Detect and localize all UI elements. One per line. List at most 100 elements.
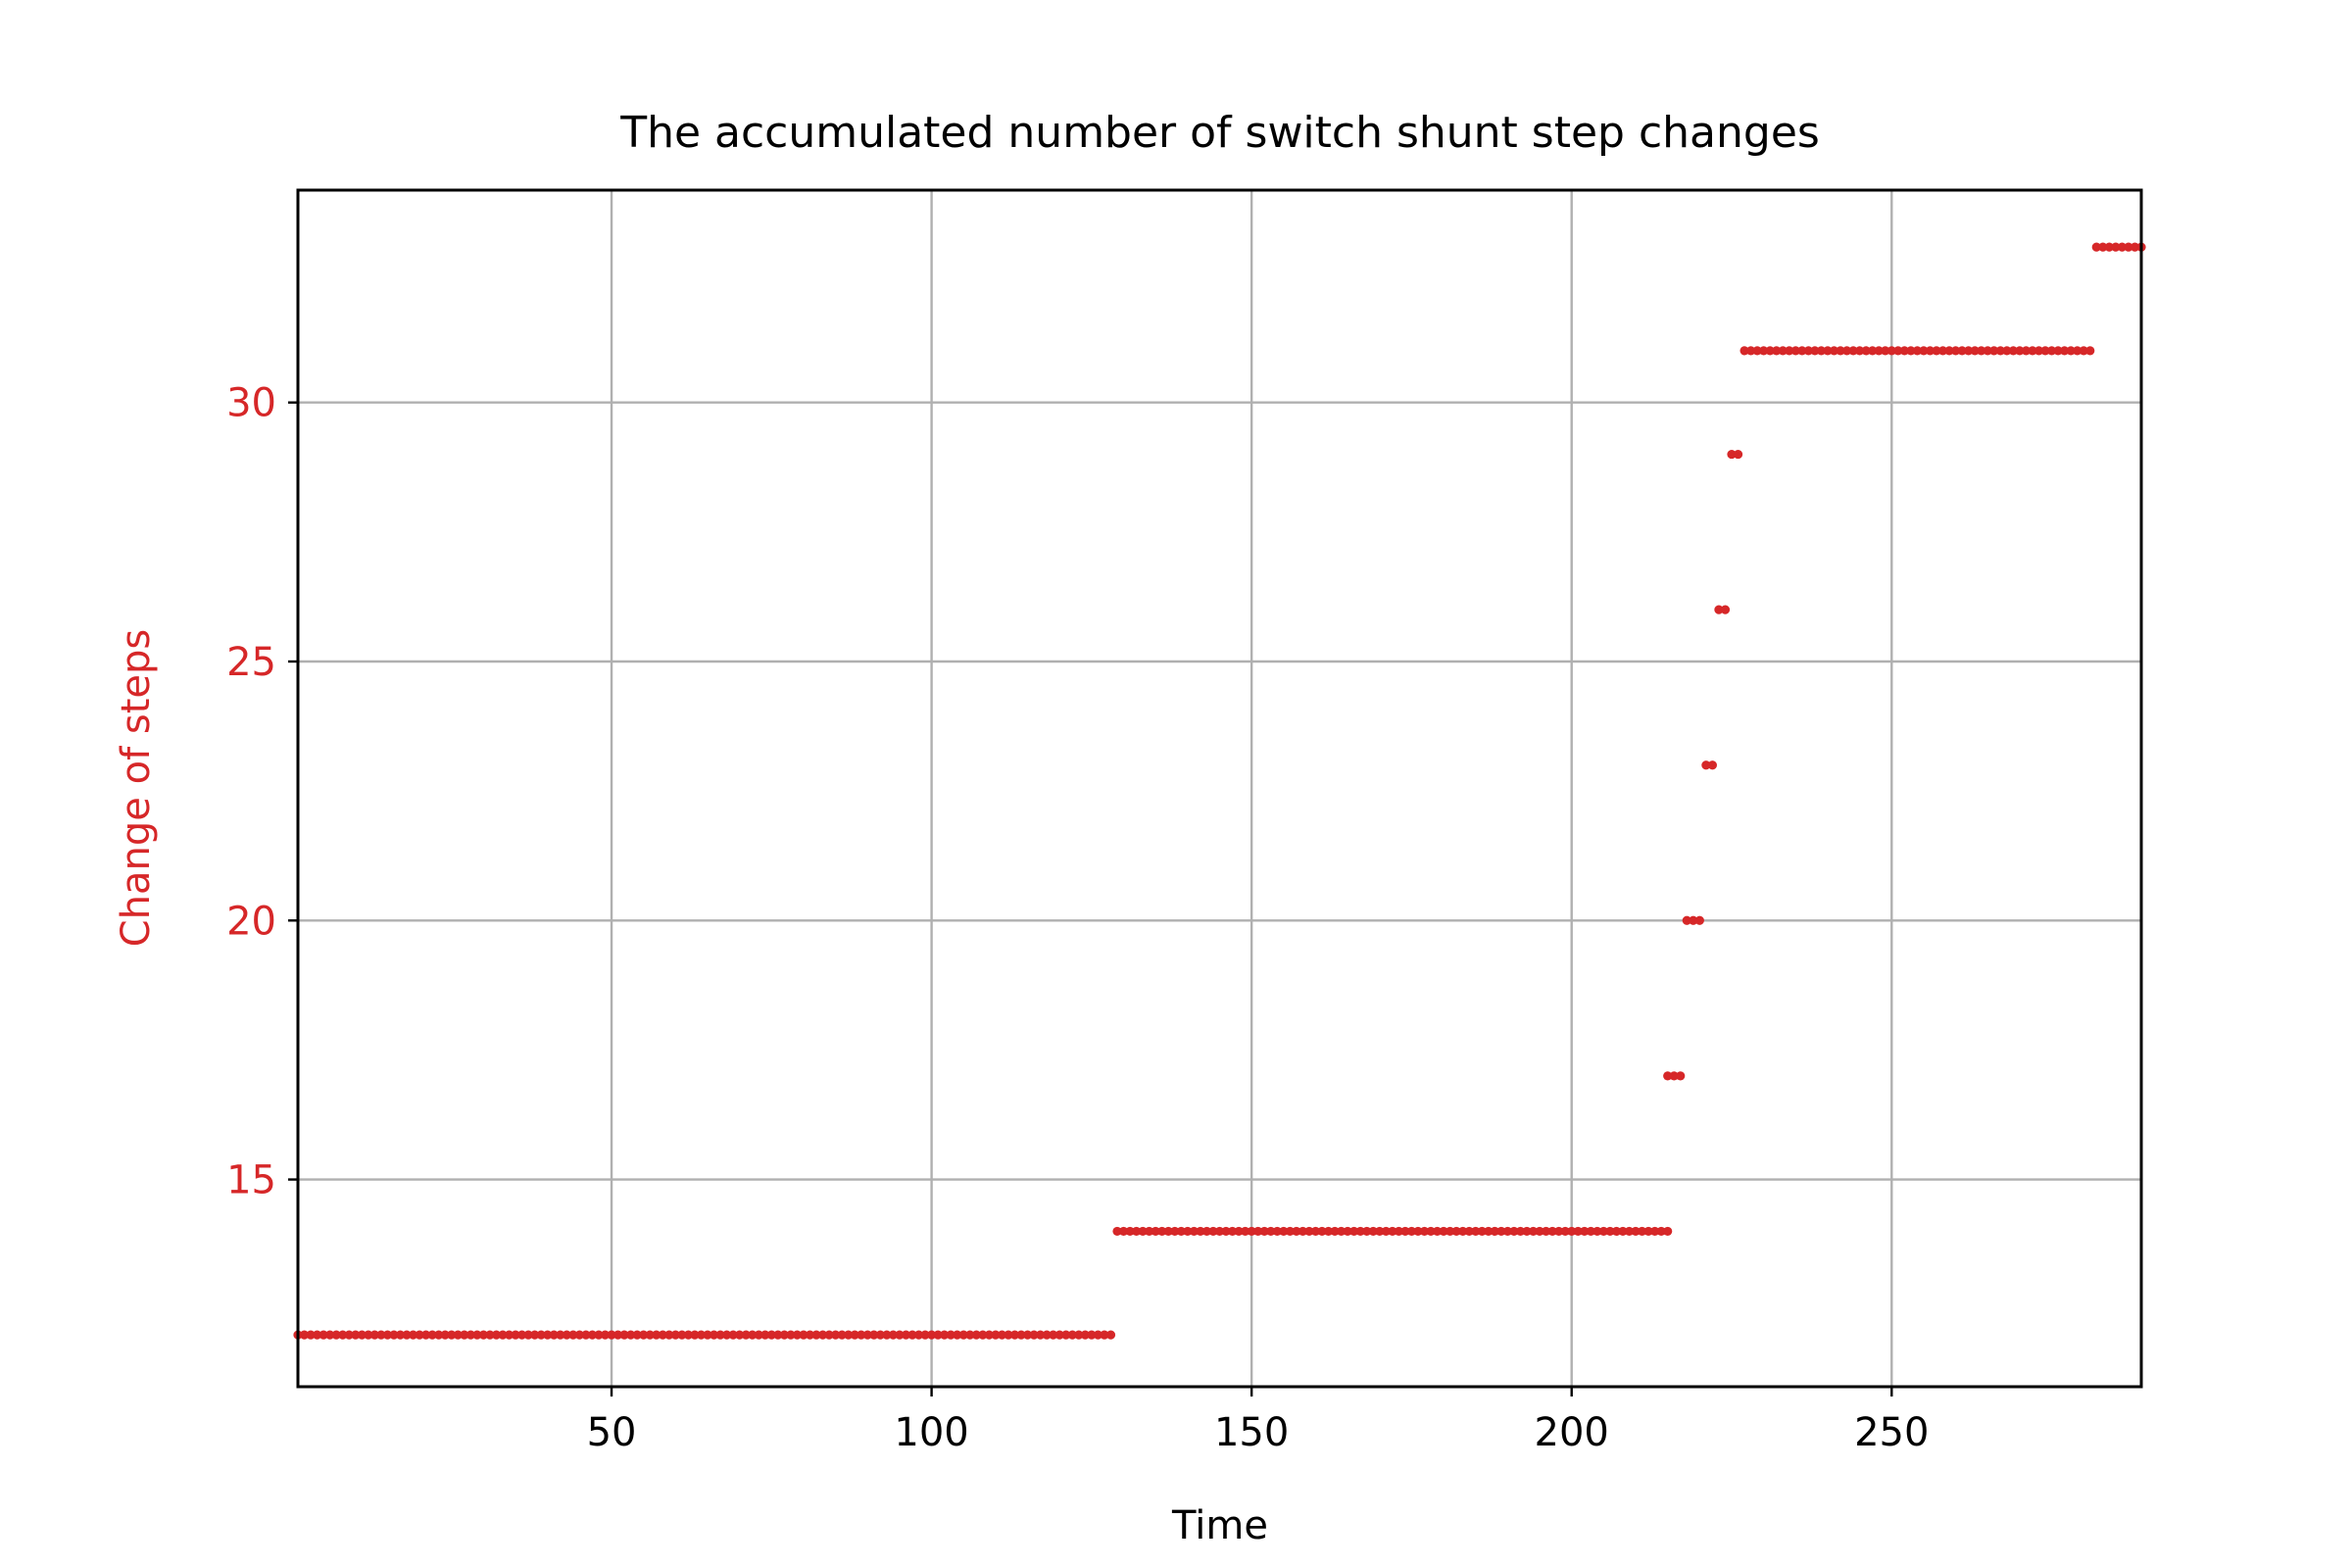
data-point — [1810, 346, 1820, 356]
data-point — [1317, 1226, 1327, 1237]
data-point — [1061, 1330, 1071, 1340]
data-point — [2034, 346, 2044, 356]
data-point — [504, 1330, 514, 1340]
data-point — [1375, 1226, 1385, 1237]
data-point — [1196, 1226, 1205, 1237]
data-point — [1522, 1226, 1532, 1237]
data-point — [1893, 346, 1903, 356]
data-point — [2117, 242, 2128, 252]
data-point — [1221, 1226, 1231, 1237]
data-point — [466, 1330, 475, 1340]
data-point — [1272, 1226, 1282, 1237]
data-point — [882, 1330, 892, 1340]
data-point — [913, 1330, 924, 1340]
data-point — [389, 1330, 399, 1340]
data-point — [741, 1330, 751, 1340]
data-point — [817, 1330, 828, 1340]
data-point — [1727, 449, 1737, 460]
data-point — [395, 1330, 406, 1340]
data-point — [1214, 1226, 1225, 1237]
data-point — [1983, 346, 1992, 356]
data-point — [1919, 346, 1929, 356]
data-point — [1036, 1330, 1046, 1340]
data-point — [1720, 605, 1731, 614]
y-tick-label: 15 — [226, 1158, 276, 1203]
plot-frame — [296, 188, 2143, 1389]
data-point — [869, 1330, 879, 1340]
x-tick-label: 150 — [1214, 1410, 1289, 1455]
data-point — [1241, 1226, 1250, 1237]
data-point — [2098, 242, 2108, 252]
data-point — [1586, 1226, 1595, 1237]
data-point — [1279, 1226, 1289, 1237]
data-point — [581, 1330, 591, 1340]
data-point — [1682, 915, 1691, 925]
data-point — [875, 1330, 885, 1340]
data-point — [1829, 346, 1839, 356]
data-point — [1349, 1226, 1359, 1237]
data-point — [612, 1330, 623, 1340]
data-point — [1471, 1226, 1481, 1237]
data-point — [786, 1330, 796, 1340]
data-point — [1163, 1226, 1173, 1237]
data-point — [447, 1330, 457, 1340]
data-point — [1176, 1226, 1186, 1237]
data-point — [408, 1330, 418, 1340]
data-point — [1714, 605, 1724, 614]
data-point — [748, 1330, 758, 1340]
data-point — [946, 1330, 956, 1340]
data-point — [369, 1330, 379, 1340]
data-point — [1446, 1226, 1455, 1237]
data-point — [1567, 1226, 1577, 1237]
data-point — [1100, 1330, 1109, 1340]
data-point — [1125, 1226, 1135, 1237]
data-point — [2060, 346, 2070, 356]
data-point — [453, 1330, 463, 1340]
x-tick-label: 100 — [894, 1410, 968, 1455]
data-point — [1381, 1226, 1391, 1237]
data-point — [1304, 1226, 1314, 1237]
data-point — [1419, 1226, 1430, 1237]
data-point — [1266, 1226, 1276, 1237]
data-point — [587, 1330, 598, 1340]
data-point — [1701, 760, 1711, 770]
data-point — [683, 1330, 694, 1340]
data-point — [2028, 346, 2037, 356]
data-point — [1343, 1226, 1352, 1237]
data-point — [1330, 1226, 1340, 1237]
data-point — [364, 1330, 373, 1340]
data-point — [1560, 1226, 1570, 1237]
chart-title: The accumulated number of switch shunt s… — [619, 108, 1820, 158]
data-point — [2091, 242, 2101, 252]
data-point — [415, 1330, 424, 1340]
data-point — [318, 1330, 328, 1340]
data-point — [2021, 346, 2032, 356]
data-point — [805, 1330, 815, 1340]
data-point — [1490, 1226, 1499, 1237]
data-point — [1388, 1226, 1397, 1237]
data-point — [1605, 1226, 1615, 1237]
data-point — [440, 1330, 450, 1340]
y-axis-ticks: 15 20 25 30 — [226, 381, 298, 1203]
data-point — [1227, 1226, 1238, 1237]
data-point — [971, 1330, 981, 1340]
data-point — [721, 1330, 732, 1340]
data-point — [728, 1330, 738, 1340]
data-point — [1656, 1226, 1666, 1237]
data-point — [1323, 1226, 1334, 1237]
data-point — [940, 1330, 950, 1340]
data-point — [331, 1330, 341, 1340]
data-point — [1618, 1226, 1628, 1237]
x-axis-ticks: 50 100 150 200 250 — [587, 1387, 1929, 1455]
data-point — [1253, 1226, 1263, 1237]
data-point — [1663, 1071, 1673, 1081]
data-point — [658, 1330, 667, 1340]
data-point — [2079, 346, 2088, 356]
data-point — [670, 1330, 680, 1340]
data-point — [754, 1330, 763, 1340]
data-point — [1950, 346, 1961, 356]
data-point — [1131, 1226, 1142, 1237]
data-point — [652, 1330, 662, 1340]
data-point — [1790, 346, 1800, 356]
